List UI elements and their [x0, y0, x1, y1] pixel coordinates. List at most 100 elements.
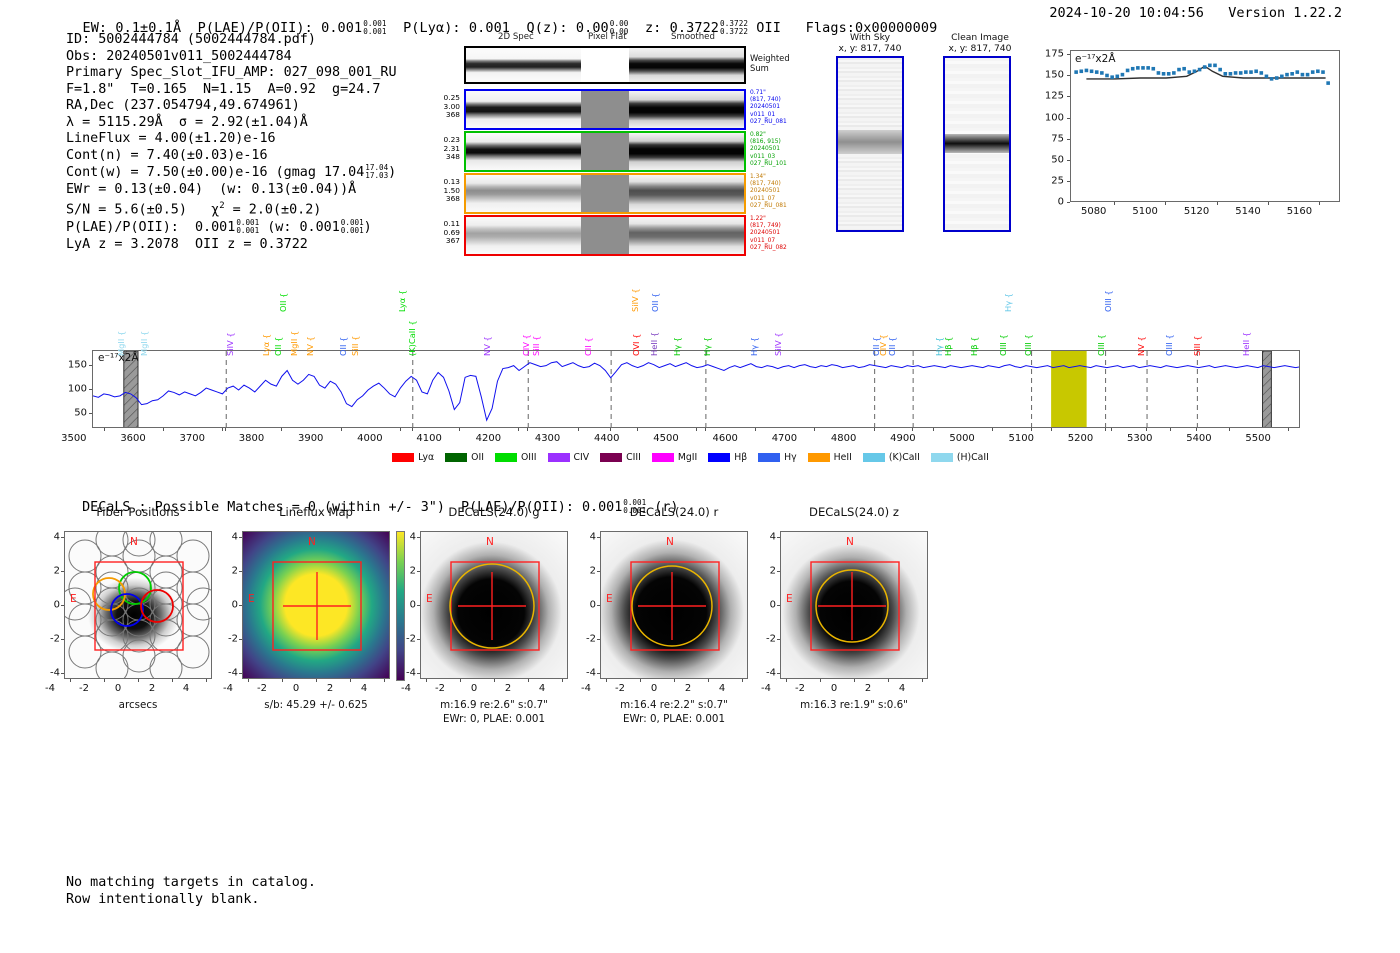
decals-x-tickmark [172, 679, 173, 682]
decals-x-tick: -4 [45, 683, 55, 694]
spec2d-fiber-row-2 [464, 131, 746, 172]
spec2d-row2-values: 0.23 2.31 348 [414, 135, 460, 162]
spec2d-r3-smoothed [629, 175, 744, 212]
zoom-y-tick: 0 [1057, 196, 1064, 208]
spec2d-r3-2dspec [466, 175, 582, 212]
spec2d-r2-pixelflat [581, 133, 630, 170]
info-wavelength-sigma: λ = 5115.29Å σ = 2.92(±1.04)Å [66, 114, 308, 130]
zoom-x-tickmark [1319, 202, 1321, 205]
decals-overlay [630, 561, 720, 651]
zoom-x-tickmark [1216, 202, 1218, 205]
decals-y-tick: -2 [766, 633, 776, 645]
legend-item: (K)CaII [862, 452, 920, 463]
decals-x-tick: -4 [761, 683, 771, 694]
decals-x-tick: 0 [830, 683, 838, 694]
main-x-tickmark [755, 428, 757, 431]
decals-x-tickmark [742, 679, 743, 682]
info-plae-l1: 0.001 [236, 226, 260, 236]
main-x-tick: 5100 [1008, 433, 1034, 444]
info-plae-mid: (w: 0.001 [259, 220, 340, 236]
emission-line-label: Hγ { [701, 336, 712, 356]
emission-line-label: OII { [337, 336, 348, 356]
main-x-tickmark [1051, 428, 1053, 431]
decals-y-tickmark [61, 605, 64, 606]
decals-y-tickmark [597, 639, 600, 640]
main-minor-tickmark [1030, 428, 1032, 431]
main-y-tickmark [89, 413, 92, 415]
main-x-tickmark [281, 428, 283, 431]
info-chi2-value: = 2.0(±0.2) [224, 202, 322, 218]
spec2d-montage: 2D Spec Pixel Flat Smoothed Weighted Sum… [430, 32, 790, 257]
info-radec: RA,Dec (237.054794,49.674961) [66, 98, 300, 114]
row2-amp: 027_RU_101 [750, 160, 787, 167]
main-minor-tickmark [411, 428, 413, 431]
emission-line-label: SiIV { [225, 332, 236, 356]
spec2d-row2-info: 0.82" (816, 915) 20240501 v011_03 027_RU… [750, 132, 787, 168]
decals-y-tickmark [61, 639, 64, 640]
zoom-y-tickmark [1067, 117, 1070, 119]
decals-x-tick: 2 [864, 683, 872, 694]
main-y-tickmark [89, 364, 92, 366]
spec2d-r3-pixelflat [581, 175, 630, 212]
emission-line-label: OIII { [1022, 334, 1033, 356]
emission-line-label: OII { [278, 292, 289, 312]
decals-x-tick: 4 [718, 683, 726, 694]
emission-line-label: CII { [583, 337, 594, 356]
emission-line-label: OII { [649, 292, 660, 312]
decals-x-tickmark [922, 679, 923, 682]
decals-y-tickmark [597, 537, 600, 538]
legend-item: Hβ [708, 452, 747, 463]
decals-y-tick: 0 [53, 599, 60, 611]
emission-line-label: NV { [481, 336, 492, 356]
compass-north-label: N [846, 536, 854, 548]
decals-caption: s/b: 45.29 +/- 0.625 [264, 699, 368, 711]
emission-line-label: MgII { [115, 330, 126, 356]
decals-headline-prefix: DECaLS : Possible Matches = 0 (within +/… [82, 499, 574, 515]
row1-seeing: 0.71" [750, 90, 766, 96]
spec2d-r4-pixelflat [581, 217, 630, 254]
legend-swatch [807, 453, 830, 462]
spec2d-weighted-sum-label: Weighted Sum [750, 53, 790, 73]
footer-line-1: No matching targets in catalog. [66, 875, 316, 890]
main-minor-tickmark [610, 428, 612, 431]
legend-label: (H)CaII [956, 452, 989, 463]
decals-y-tick: 0 [409, 599, 416, 611]
main-x-tick: 4800 [830, 433, 857, 444]
decals-x-tickmark [820, 679, 821, 682]
row4-date: 20240501 [750, 230, 780, 237]
decals-headline-upper: 0.001 [623, 498, 647, 507]
decals-x-tick: -4 [401, 683, 411, 694]
zoom-y-tickmark [1067, 159, 1070, 161]
main-spectrum-unit-label: e⁻¹⁷x2Å [98, 352, 139, 364]
decals-y-tick: -2 [228, 633, 238, 645]
main-x-tickmark [636, 428, 638, 431]
timestamp-version: 2024-10-20 10:04:56 Version 1.22.2 [1049, 5, 1342, 21]
decals-x-tick: 4 [898, 683, 906, 694]
main-x-tickmark [814, 428, 816, 431]
main-x-tick: 5500 [1245, 433, 1271, 444]
decals-x-tick: 2 [326, 683, 334, 694]
decals-headline-value: 0.001 [581, 499, 623, 515]
legend-item: CIII [600, 452, 641, 463]
emission-line-label: SiIV { [772, 332, 783, 356]
header-plae-value: 0.001 [321, 20, 363, 36]
decals-y-tickmark [777, 673, 780, 674]
legend-item: HeII [807, 452, 852, 463]
decals-y-tick: 2 [231, 565, 238, 577]
decals-panel-title: DECaLS(24.0) r [629, 505, 719, 519]
decals-overlay [810, 561, 900, 651]
info-fwhm-throughput: F=1.8" T=0.165 N=1.15 A=0.92 g=24.7 [66, 81, 381, 97]
decals-x-tick: -2 [79, 683, 89, 694]
spec2d-row3-info: 1.34" (817, 740) 20240501 v011_07 027_RU… [750, 174, 787, 210]
legend-swatch [651, 453, 674, 462]
decals-x-tickmark [494, 679, 495, 682]
header-plya-value: 0.001 [468, 20, 511, 36]
row3-date: 20240501 [750, 188, 780, 195]
decals-x-tickmark [282, 679, 283, 682]
decals-x-tick: 4 [538, 683, 546, 694]
main-x-tickmark [518, 428, 520, 431]
legend-item: MgII [651, 452, 697, 463]
info-primary-slot: Primary Spec_Slot_IFU_AMP: 027_098_001_R… [66, 65, 397, 81]
decals-y-tickmark [777, 571, 780, 572]
decals-x-tick: 2 [504, 683, 512, 694]
